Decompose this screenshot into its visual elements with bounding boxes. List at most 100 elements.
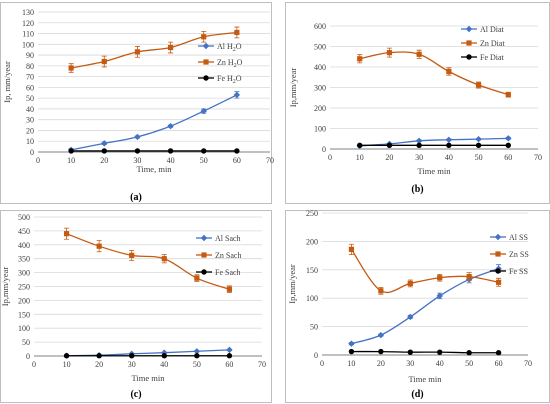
- data-point: [129, 252, 135, 258]
- data-point: [437, 349, 443, 355]
- legend-entry: Zn H2O: [198, 58, 243, 69]
- data-point: [415, 137, 423, 144]
- data-point: [226, 286, 233, 292]
- legend-swatch-marker: [203, 75, 209, 81]
- data-point: [193, 348, 201, 355]
- y-tick-label: 90: [26, 51, 34, 60]
- legend-label: Fe Diat: [480, 53, 505, 62]
- x-tick-label: 10: [63, 360, 71, 369]
- y-tick-label: 50: [22, 338, 30, 347]
- y-tick-label: 100: [314, 125, 326, 134]
- y-tick-label: 250: [306, 209, 318, 218]
- x-tick-label: 60: [233, 156, 241, 165]
- y-axis-label: Ip,mm/year: [0, 267, 10, 307]
- y-tick-label: 50: [26, 94, 34, 103]
- data-point: [436, 292, 443, 300]
- chart-panel-3: 0 50 100 150 200 250 0 10 20 30 40 50 60 70 Time min Ip…: [285, 209, 550, 403]
- data-point: [357, 142, 363, 149]
- legend-label: Zn Diat: [480, 39, 505, 48]
- y-tick-label: 50: [310, 323, 318, 332]
- data-point: [446, 68, 452, 75]
- data-point: [96, 243, 102, 249]
- x-tick-label: 70: [534, 153, 542, 162]
- legend-entry: Zn SS: [490, 250, 529, 259]
- x-tick-label: 20: [100, 156, 108, 165]
- x-tick-label: 20: [377, 359, 385, 368]
- data-point: [101, 148, 107, 154]
- y-tick-label: 150: [306, 266, 318, 275]
- legend-swatch-marker: [200, 234, 208, 242]
- data-point: [201, 34, 207, 40]
- y-axis-label: Ip,mm/year: [288, 68, 298, 108]
- data-point: [505, 142, 511, 149]
- legend-swatch-marker: [495, 268, 501, 274]
- panel-label: (a): [130, 192, 142, 203]
- data-point: [348, 246, 355, 252]
- legend-label: Al H2O: [217, 42, 242, 53]
- data-point: [167, 44, 174, 51]
- y-axis-label: Ip, mm/year: [2, 61, 12, 103]
- panel-border: [0, 2, 272, 204]
- data-point: [201, 148, 207, 154]
- data-point: [234, 29, 240, 36]
- legend-label: Al Sach: [215, 234, 241, 243]
- data-point: [416, 51, 422, 57]
- x-tick-label: 70: [258, 360, 266, 369]
- data-point: [475, 135, 482, 143]
- series-2: [68, 148, 240, 154]
- data-point: [63, 353, 70, 359]
- data-point: [505, 135, 512, 142]
- y-tick-label: 150: [18, 310, 30, 319]
- legend-swatch-marker: [203, 59, 209, 65]
- legend-swatch-marker: [466, 54, 472, 60]
- y-tick-label: 600: [314, 22, 326, 31]
- legend-entry: Al Diat: [461, 25, 505, 34]
- legend-label: Fe SS: [509, 267, 528, 276]
- data-point: [161, 353, 167, 359]
- x-tick-label: 40: [445, 153, 453, 162]
- data-point: [234, 148, 240, 154]
- legend-swatch-marker: [465, 25, 473, 33]
- legend-entry: Zn Diat: [461, 39, 505, 48]
- data-point: [101, 58, 107, 65]
- data-point: [378, 348, 384, 355]
- legend-entry: Fe Diat: [461, 53, 505, 62]
- y-tick-label: 130: [22, 8, 34, 17]
- legend: Al SS Zn SS Fe SS: [490, 233, 529, 276]
- x-tick-label: 50: [475, 153, 483, 162]
- y-tick-label: 40: [26, 105, 34, 114]
- data-point: [378, 288, 384, 294]
- x-tick-label: 50: [193, 360, 201, 369]
- y-tick-label: 0: [322, 145, 326, 154]
- data-point: [167, 122, 174, 130]
- series-2: [348, 348, 502, 356]
- legend-label: Al Diat: [480, 25, 505, 34]
- data-point: [348, 340, 355, 347]
- y-tick-label: 100: [306, 294, 318, 303]
- y-tick-label: 110: [22, 30, 34, 39]
- y-tick-label: 100: [22, 40, 34, 49]
- data-point: [377, 331, 385, 339]
- legend-swatch-marker: [202, 42, 210, 50]
- legend-label: Fe H2O: [217, 74, 242, 85]
- data-point: [63, 231, 70, 237]
- x-tick-label: 10: [356, 153, 364, 162]
- x-tick-label: 40: [160, 360, 168, 369]
- data-point: [407, 349, 413, 355]
- y-tick-label: 120: [22, 19, 34, 28]
- y-tick-label: 400: [314, 63, 326, 72]
- data-point: [386, 142, 393, 149]
- x-tick-label: 60: [495, 359, 503, 368]
- data-point: [466, 350, 472, 356]
- x-tick-label: 70: [524, 359, 532, 368]
- x-tick-label: 50: [200, 156, 208, 165]
- data-point: [161, 256, 167, 262]
- y-tick-label: 0: [30, 148, 34, 157]
- legend-label: Al SS: [509, 233, 528, 242]
- data-point: [446, 142, 452, 149]
- legend-entry: Fe H2O: [198, 74, 242, 85]
- data-point: [233, 91, 241, 99]
- data-point: [226, 346, 233, 354]
